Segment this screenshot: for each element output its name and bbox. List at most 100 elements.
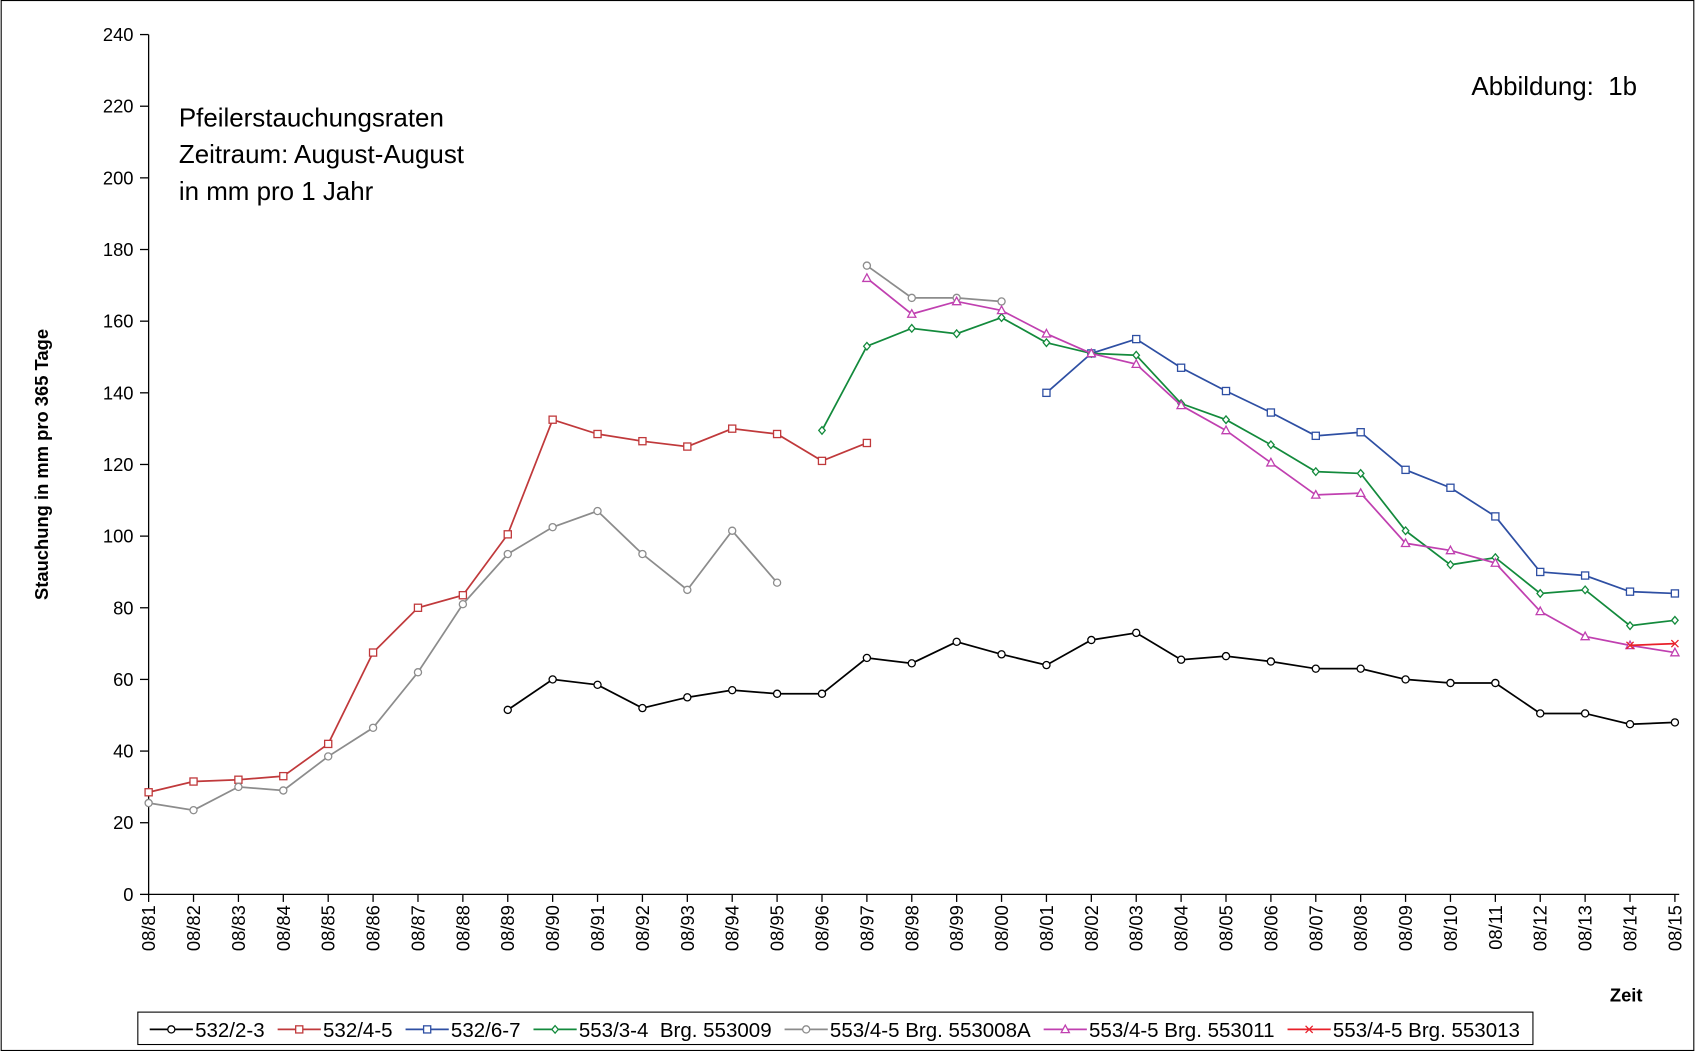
point xyxy=(1491,512,1500,521)
point xyxy=(1670,639,1679,648)
point xyxy=(683,585,692,595)
point xyxy=(1176,363,1186,372)
point xyxy=(1311,431,1320,441)
y-tick-label: 80 xyxy=(113,597,133,618)
point xyxy=(862,341,871,352)
point xyxy=(1670,718,1680,727)
annotation: in mm pro 1 Jahr xyxy=(179,178,374,206)
point xyxy=(279,771,288,781)
x-tick-label: 08/96 xyxy=(811,905,832,951)
point xyxy=(1132,628,1141,638)
x-tick-label: 08/95 xyxy=(767,905,788,951)
x-tick-label: 08/89 xyxy=(497,905,518,951)
point xyxy=(862,653,872,663)
point xyxy=(997,312,1006,323)
point xyxy=(1356,664,1365,673)
point xyxy=(548,415,557,424)
point xyxy=(413,668,423,677)
point xyxy=(1060,1023,1071,1034)
point xyxy=(861,272,873,283)
point xyxy=(1581,585,1590,595)
legend-label: 532/6-7 xyxy=(451,1019,521,1042)
x-tick-label: 08/93 xyxy=(677,905,698,951)
point xyxy=(1669,646,1681,657)
point xyxy=(1536,567,1545,577)
point xyxy=(1221,651,1231,661)
y-tick-label: 240 xyxy=(103,24,134,45)
point xyxy=(772,689,782,698)
y-tick-label: 220 xyxy=(103,96,134,117)
point xyxy=(368,648,378,657)
series-line xyxy=(1629,642,1675,647)
point xyxy=(1401,465,1410,475)
x-tick-label: 08/05 xyxy=(1215,905,1236,951)
x-tick-label: 08/92 xyxy=(632,905,653,951)
x-tick-label: 08/15 xyxy=(1664,905,1685,951)
x-tick-label: 08/07 xyxy=(1305,905,1326,951)
x-tick-label: 08/10 xyxy=(1440,905,1461,951)
x-tick-label: 08/02 xyxy=(1081,905,1102,951)
point xyxy=(189,777,198,786)
point xyxy=(234,782,243,792)
point xyxy=(907,323,916,334)
x-tick-label: 08/86 xyxy=(363,905,384,951)
x-tick-label: 08/91 xyxy=(587,905,608,951)
y-tick-label: 100 xyxy=(103,526,134,547)
y-tick-label: 40 xyxy=(113,741,133,762)
x-tick-label: 08/90 xyxy=(542,905,563,951)
point xyxy=(1042,388,1051,398)
point xyxy=(1086,347,1097,358)
point xyxy=(1266,439,1275,450)
point xyxy=(1625,641,1635,650)
point xyxy=(1220,424,1232,435)
point xyxy=(952,637,961,647)
point xyxy=(997,650,1006,659)
point xyxy=(1580,571,1590,580)
point xyxy=(1356,428,1365,437)
point xyxy=(1042,660,1051,670)
x-tick-label: 08/08 xyxy=(1350,905,1371,951)
point xyxy=(1579,630,1591,641)
x-tick-label: 08/83 xyxy=(228,905,249,951)
point xyxy=(1401,675,1410,684)
point xyxy=(550,1024,560,1035)
x-tick-label: 08/03 xyxy=(1126,905,1147,951)
point xyxy=(638,436,647,446)
x-tick-label: 08/88 xyxy=(452,905,473,951)
point xyxy=(727,685,737,695)
point xyxy=(727,424,737,433)
point xyxy=(1221,386,1231,396)
point xyxy=(1401,525,1410,536)
point xyxy=(295,1025,304,1034)
point xyxy=(1490,557,1501,567)
y-tick-label: 120 xyxy=(103,454,134,475)
point xyxy=(1132,334,1141,344)
point xyxy=(906,308,917,318)
point xyxy=(1625,620,1635,631)
point xyxy=(458,599,468,609)
y-tick-label: 160 xyxy=(103,311,134,332)
point xyxy=(1305,1025,1314,1034)
point xyxy=(951,295,962,306)
series-line xyxy=(821,316,1676,627)
x-tick-label: 08/11 xyxy=(1485,905,1506,950)
y-tick-label: 180 xyxy=(103,239,134,260)
legend-label: 532/2-3 xyxy=(195,1019,265,1042)
y-tick-label: 0 xyxy=(123,884,133,905)
point xyxy=(189,805,198,815)
point xyxy=(817,456,827,466)
point xyxy=(548,675,557,684)
point xyxy=(1042,337,1051,348)
annotation: Zeitraum: August-August xyxy=(179,141,465,169)
x-tick-label: 08/99 xyxy=(946,905,967,951)
point xyxy=(1266,657,1276,666)
x-tick-label: 08/00 xyxy=(991,905,1012,951)
point xyxy=(862,438,872,448)
point xyxy=(1446,483,1455,492)
point xyxy=(1310,489,1321,499)
legend-label: 553/4-5 Brg. 553013 xyxy=(1333,1019,1520,1042)
x-tick-label: 08/85 xyxy=(318,905,339,951)
point xyxy=(817,425,827,436)
